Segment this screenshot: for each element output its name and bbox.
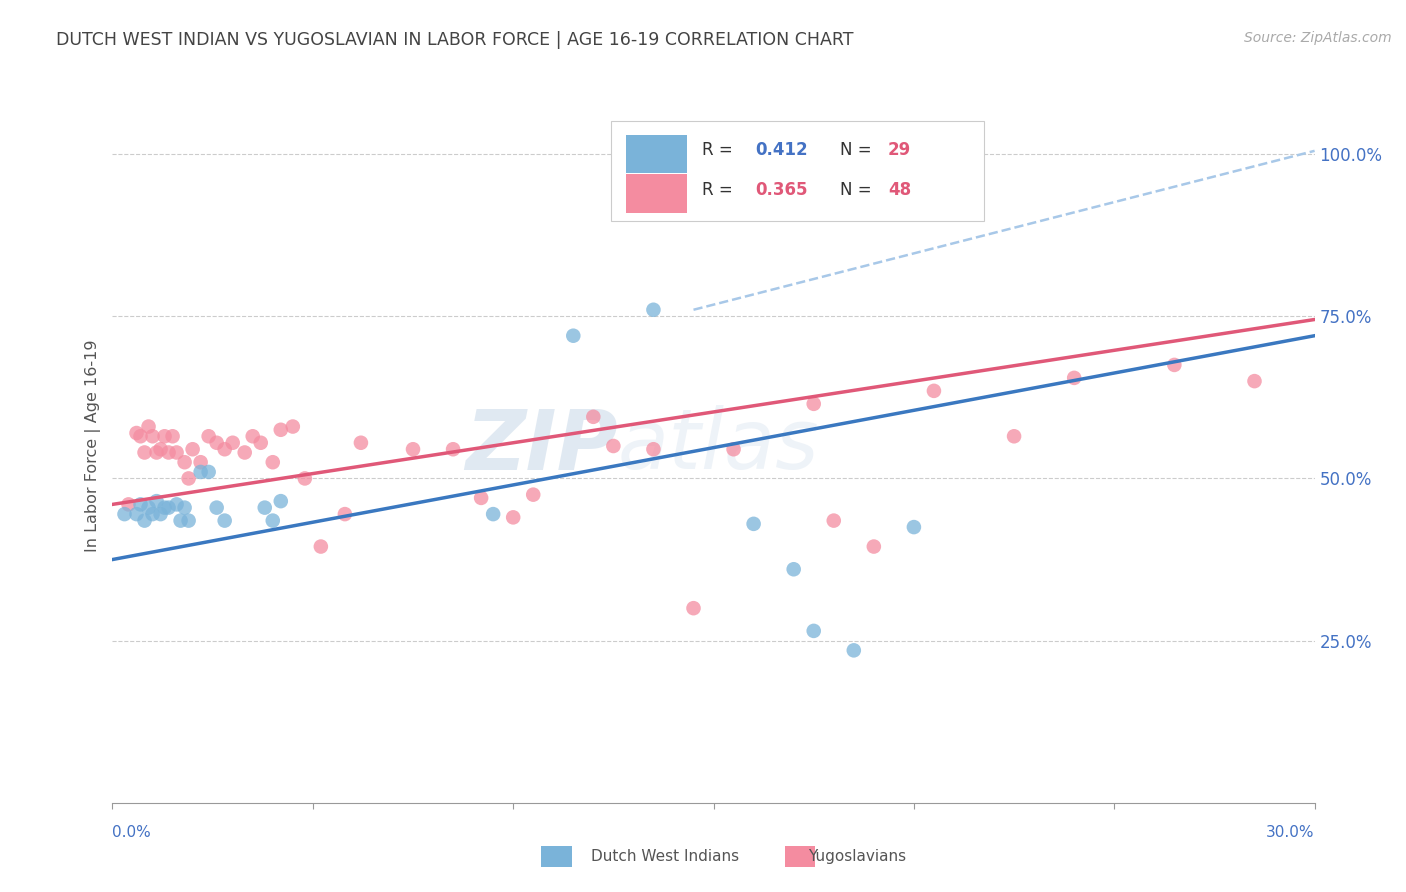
Point xyxy=(177,514,200,528)
Point xyxy=(1243,374,1265,388)
Point xyxy=(125,507,148,521)
Text: N =: N = xyxy=(839,141,872,159)
Point xyxy=(166,497,188,511)
Point xyxy=(249,435,271,450)
Point xyxy=(1002,429,1025,443)
Point xyxy=(270,494,292,508)
Text: 48: 48 xyxy=(887,180,911,199)
Point xyxy=(145,445,167,459)
Text: 0.0%: 0.0% xyxy=(112,825,152,840)
Point xyxy=(153,429,176,443)
Point xyxy=(157,445,180,459)
Point xyxy=(169,514,191,528)
Point xyxy=(402,442,425,457)
Point xyxy=(723,442,745,457)
Point xyxy=(149,507,172,521)
Point xyxy=(903,520,925,534)
Point xyxy=(742,516,765,531)
Point xyxy=(177,471,200,485)
FancyBboxPatch shape xyxy=(626,174,688,212)
Point xyxy=(205,500,228,515)
Point xyxy=(157,500,180,515)
Point xyxy=(602,439,624,453)
Point xyxy=(138,419,160,434)
Point xyxy=(145,494,167,508)
Text: Dutch West Indians: Dutch West Indians xyxy=(591,849,738,863)
Point xyxy=(1063,371,1085,385)
Point xyxy=(643,442,665,457)
Point xyxy=(166,445,188,459)
Text: Yugoslavians: Yugoslavians xyxy=(808,849,907,863)
Point xyxy=(125,425,148,440)
Point xyxy=(823,514,845,528)
Text: R =: R = xyxy=(702,180,733,199)
Point xyxy=(214,442,236,457)
Point xyxy=(281,419,304,434)
Point xyxy=(134,445,156,459)
Point xyxy=(114,507,136,521)
Point xyxy=(262,514,284,528)
Point xyxy=(242,429,264,443)
Point xyxy=(205,435,228,450)
Text: R =: R = xyxy=(702,141,733,159)
Point xyxy=(214,514,236,528)
Point xyxy=(197,429,219,443)
Point xyxy=(222,435,245,450)
Text: 29: 29 xyxy=(887,141,911,159)
Point xyxy=(233,445,256,459)
Point xyxy=(643,150,665,164)
Point xyxy=(1163,358,1185,372)
Point xyxy=(309,540,332,554)
Point xyxy=(149,442,172,457)
Point xyxy=(162,429,184,443)
Point xyxy=(129,497,152,511)
Point xyxy=(582,409,605,424)
Point xyxy=(803,397,825,411)
Point xyxy=(153,500,176,515)
Point xyxy=(782,562,804,576)
Point xyxy=(173,455,195,469)
Text: Source: ZipAtlas.com: Source: ZipAtlas.com xyxy=(1244,31,1392,45)
Point xyxy=(863,540,886,554)
Point xyxy=(262,455,284,469)
Point xyxy=(350,435,373,450)
Text: ZIP: ZIP xyxy=(465,406,617,486)
Point xyxy=(141,507,163,521)
Point xyxy=(333,507,356,521)
FancyBboxPatch shape xyxy=(626,135,688,173)
Y-axis label: In Labor Force | Age 16-19: In Labor Force | Age 16-19 xyxy=(86,340,101,552)
Point xyxy=(134,514,156,528)
Text: atlas: atlas xyxy=(617,406,820,486)
Text: 0.412: 0.412 xyxy=(755,141,808,159)
Point xyxy=(922,384,945,398)
Point xyxy=(502,510,524,524)
Point xyxy=(522,488,544,502)
Point xyxy=(253,500,276,515)
Point xyxy=(190,455,212,469)
Text: 0.365: 0.365 xyxy=(755,180,808,199)
Point xyxy=(842,643,865,657)
Point xyxy=(190,465,212,479)
Text: DUTCH WEST INDIAN VS YUGOSLAVIAN IN LABOR FORCE | AGE 16-19 CORRELATION CHART: DUTCH WEST INDIAN VS YUGOSLAVIAN IN LABO… xyxy=(56,31,853,49)
Point xyxy=(643,302,665,317)
Point xyxy=(470,491,492,505)
Point xyxy=(181,442,204,457)
Point xyxy=(173,500,195,515)
Text: N =: N = xyxy=(839,180,872,199)
Point xyxy=(141,429,163,443)
Point xyxy=(129,429,152,443)
Point xyxy=(270,423,292,437)
Point xyxy=(294,471,316,485)
Point xyxy=(197,465,219,479)
FancyBboxPatch shape xyxy=(612,121,984,221)
Point xyxy=(803,624,825,638)
Text: 30.0%: 30.0% xyxy=(1267,825,1315,840)
Point xyxy=(441,442,464,457)
Point xyxy=(682,601,704,615)
Point xyxy=(138,500,160,515)
Point xyxy=(482,507,505,521)
Point xyxy=(562,328,585,343)
Point xyxy=(117,497,139,511)
